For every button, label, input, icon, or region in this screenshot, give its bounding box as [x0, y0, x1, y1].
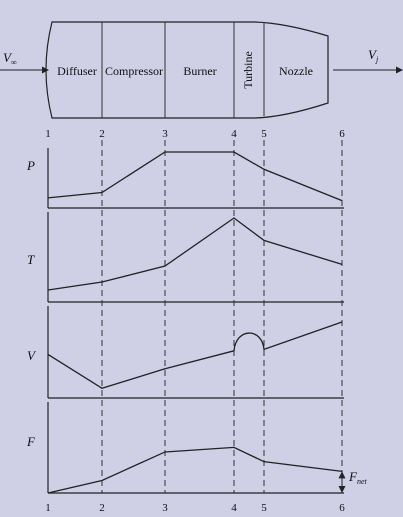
inlet-velocity-sub: ∞: [11, 58, 17, 67]
section-label-nozzle: Nozzle: [279, 64, 313, 78]
inlet-velocity-main: V: [3, 50, 13, 65]
section-label-burner: Burner: [183, 64, 216, 78]
jet-arrowhead: [396, 66, 403, 74]
jet-velocity-label: Vj: [368, 47, 379, 64]
engine-outline: [45, 21, 329, 119]
plot-label-v: V: [27, 348, 37, 363]
plot-label-f: F: [26, 434, 36, 449]
thrust-curve: [47, 446, 343, 494]
section-label-compressor: Compressor: [105, 64, 163, 78]
station-bottom-2: 2: [99, 502, 105, 514]
station-bottom-5: 5: [261, 502, 267, 514]
station-top-5: 5: [261, 128, 267, 140]
plot-label-t: T: [27, 252, 35, 267]
net-thrust-sub: net: [357, 477, 368, 486]
station-top-6: 6: [339, 128, 345, 140]
station-bottom-1: 1: [45, 502, 51, 514]
pressure-curve: [47, 151, 343, 202]
velocity-curve: [47, 321, 343, 389]
net-thrust-arrowhead-bottom: [338, 486, 346, 493]
section-label-diffuser: Diffuser: [57, 64, 97, 78]
net-thrust-main: F: [348, 469, 358, 484]
inlet-velocity-label: V∞: [3, 50, 17, 67]
station-bottom-3: 3: [162, 502, 168, 514]
station-top-4: 4: [231, 128, 237, 140]
temperature-curve: [47, 217, 343, 291]
station-top-2: 2: [99, 128, 105, 140]
jet-velocity-sub: j: [375, 55, 379, 64]
net-thrust-arrowhead-top: [338, 471, 346, 479]
station-top-1: 1: [45, 128, 51, 140]
station-bottom-6: 6: [339, 502, 345, 514]
station-bottom-4: 4: [231, 502, 237, 514]
station-top-3: 3: [162, 128, 168, 140]
net-thrust-label: Fnet: [348, 469, 368, 486]
plot-label-p: P: [26, 158, 35, 173]
jet-velocity-main: V: [368, 47, 378, 62]
inlet-arrowhead: [42, 66, 49, 74]
section-label-turbine: Turbine: [241, 51, 255, 89]
